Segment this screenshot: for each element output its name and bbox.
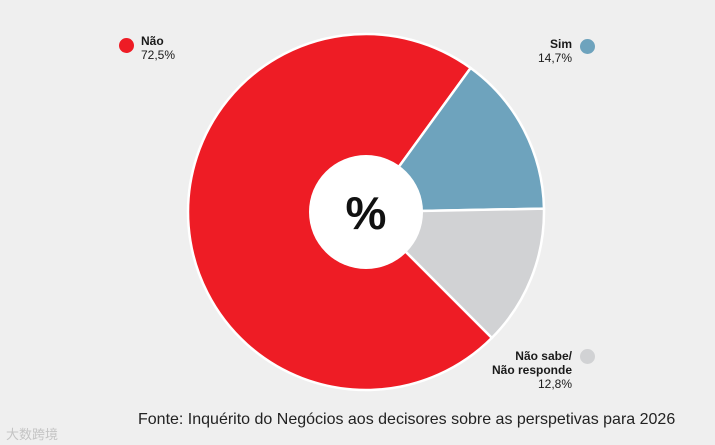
legend-nao-sabe-name-line1: Não sabe/ [515, 349, 572, 363]
legend-dot-sim [580, 39, 595, 54]
watermark: 大数跨境 [6, 427, 59, 442]
legend-sim-name: Sim [549, 37, 572, 51]
legend-nao-sabe: Não sabe/ Não responde 12,8% [470, 349, 572, 391]
source-note: Fonte: Inquérito do Negócios aos decisor… [138, 411, 676, 428]
legend-nao-name: Não [141, 34, 164, 48]
legend-nao: Não 72,5% [141, 34, 175, 62]
legend-nao-sabe-name-line2: Não responde [491, 363, 572, 377]
slice-sim [363, 66, 546, 214]
donut-hole [309, 155, 423, 269]
center-percent-label: % [345, 187, 387, 239]
legend-nao-value: 72,5% [141, 48, 176, 62]
legend-sim-value: 14,7% [537, 51, 572, 65]
legend-dot-nao [119, 38, 134, 53]
legend-nao-sabe-value: 12,8% [537, 377, 572, 391]
legend-dot-nao-sabe [580, 349, 595, 364]
legend-sim: Sim 14,7% [512, 37, 572, 65]
